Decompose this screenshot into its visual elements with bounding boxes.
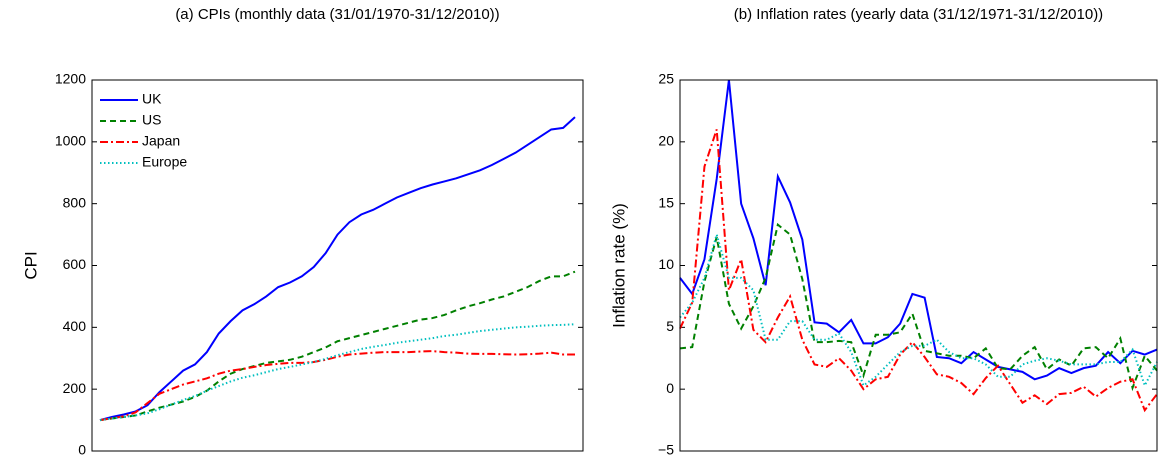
legend-label: Japan: [142, 133, 180, 149]
legend-label: US: [142, 112, 161, 128]
series-line: [679, 79, 1158, 381]
y-tick-label: 15: [658, 194, 674, 210]
y-tick-label: 1000: [55, 133, 86, 149]
series-line: [679, 222, 1158, 392]
y-tick-label: 10: [658, 256, 674, 272]
series-line: [99, 350, 575, 422]
y-tick-label: 400: [63, 318, 87, 334]
y-axis-label: CPI: [21, 251, 40, 279]
y-tick-label: −5: [658, 442, 674, 458]
y-tick-label: 25: [658, 71, 674, 87]
chart-title: (b) Inflation rates (yearly data (31/12/…: [734, 6, 1103, 23]
plot-frame: [91, 79, 584, 452]
series-line: [679, 129, 1158, 413]
series-line: [679, 230, 1158, 388]
y-tick-label: 200: [63, 380, 87, 396]
chart-title: (a) CPIs (monthly data (31/01/1970-31/12…: [175, 6, 499, 23]
legend-label: UK: [142, 91, 162, 107]
plot-frame: [679, 79, 1158, 452]
legend-label: Europe: [142, 154, 187, 170]
y-tick-label: 600: [63, 256, 87, 272]
series-line: [99, 270, 576, 422]
series-line: [99, 323, 576, 422]
y-axis-label: Inflation rate (%): [609, 203, 628, 328]
y-tick-label: 0: [78, 442, 86, 458]
y-tick-label: 5: [666, 318, 674, 334]
y-tick-label: 20: [658, 133, 674, 149]
y-tick-label: 1200: [55, 71, 86, 87]
y-tick-label: 0: [666, 380, 674, 396]
series-line: [99, 116, 576, 422]
y-tick-label: 800: [63, 194, 87, 210]
